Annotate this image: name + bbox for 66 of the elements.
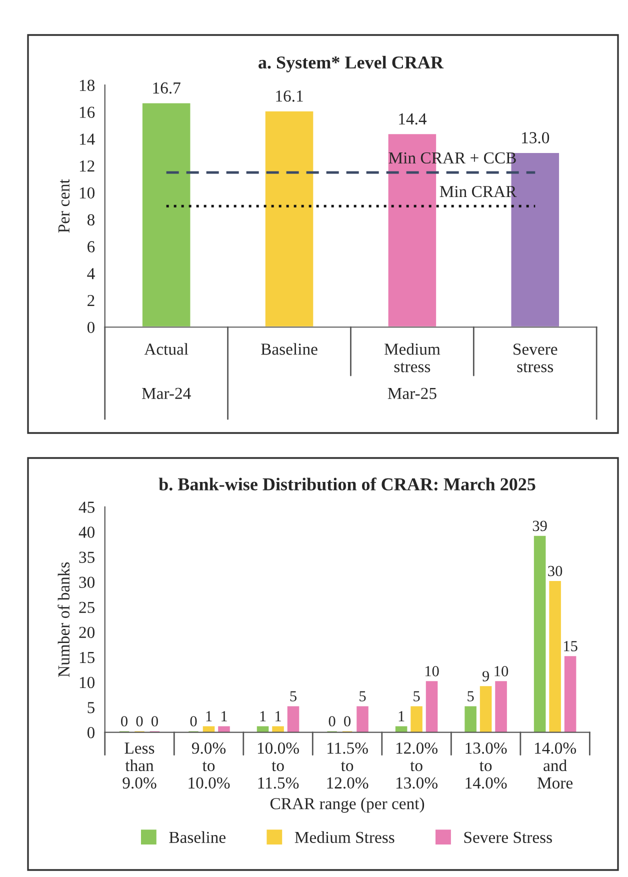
data-label: 0: [328, 716, 336, 726]
y-tick-label: 14: [80, 134, 95, 145]
data-label: 14.4: [399, 113, 427, 125]
x-tick-label: 14.0% and More: [535, 742, 576, 789]
data-label: 10: [494, 666, 508, 676]
data-label: 1: [206, 711, 212, 722]
data-label: 13.0: [522, 132, 550, 144]
data-label: 16.7: [153, 82, 180, 94]
text: Mar-24: [142, 388, 191, 400]
data-label: 39: [532, 520, 547, 532]
data-label: 9: [482, 671, 489, 682]
data-label: 1: [276, 711, 281, 722]
data-label: 30: [548, 566, 562, 576]
data-label: 1: [260, 711, 266, 722]
y-tick-label: 8: [87, 214, 95, 226]
data-label: 10: [425, 666, 439, 676]
y-tick-label: 45: [78, 502, 95, 513]
y-tick-label: 5: [88, 702, 95, 714]
data-label: 0: [136, 716, 143, 726]
data-label: 0: [121, 716, 128, 726]
y-tick-label: 2: [88, 294, 94, 306]
data-label: 5: [360, 691, 366, 702]
chart-title: b. Bank-wise Distribution of CRAR: March 2025: [158, 478, 536, 490]
y-tick-label: 40: [78, 526, 95, 538]
text: Mar-25: [388, 388, 436, 400]
data-label: 5: [468, 691, 474, 702]
data-label: 5: [290, 691, 296, 702]
x-tick-label: Severe stress: [514, 344, 558, 372]
y-tick-label: 35: [79, 552, 95, 563]
x-tick-label: Baseline: [261, 343, 318, 355]
legend-label: Medium Stress: [294, 831, 394, 844]
y-tick-label: 15: [80, 652, 95, 664]
data-label: 0: [152, 716, 158, 726]
y-tick-label: 16: [80, 106, 95, 118]
x-tick-label: Less than 9.0%: [122, 742, 156, 789]
y-tick-label: 10: [80, 676, 95, 688]
x-tick-label: 12.0% to 13.0%: [396, 742, 438, 789]
data-label: 16.1: [276, 90, 303, 102]
data-label: 0: [190, 716, 197, 726]
x-tick-label: 11.5% to 12.0%: [327, 742, 368, 789]
y-axis-title: Number of banks: [58, 562, 70, 677]
x-axis-title: CRAR range (per cent): [270, 798, 424, 813]
x-tick-label: Medium stress: [384, 343, 440, 372]
y-tick-label: 20: [79, 626, 95, 638]
x-tick-label: Actual: [144, 343, 188, 355]
data-label: 1: [398, 711, 404, 722]
x-tick-label: 13.0% to 14.0%: [466, 742, 507, 789]
y-tick-label: 0: [87, 726, 95, 738]
y-tick-label: 30: [79, 576, 95, 588]
x-tick-label: 10.0% to 11.5%: [258, 742, 299, 789]
data-label: 5: [414, 691, 420, 702]
data-label: 15: [564, 641, 578, 652]
y-tick-label: 0: [87, 322, 95, 334]
legend-label: Baseline: [169, 831, 226, 844]
y-tick-label: 25: [79, 602, 95, 614]
y-tick-label: 4: [87, 268, 95, 280]
y-axis-title: Per cent: [58, 179, 70, 233]
y-tick-label: 10: [80, 187, 95, 199]
x-tick-label: 9.0% to 10.0%: [188, 742, 230, 789]
legend-label: Severe Stress: [464, 832, 552, 844]
data-label: 0: [344, 716, 351, 726]
y-tick-label: 6: [88, 241, 95, 252]
data-label: 1: [222, 711, 227, 722]
y-tick-label: 18: [80, 80, 95, 92]
y-tick-label: 12: [80, 160, 94, 172]
chart-title: a. System* Level CRAR: [258, 56, 444, 72]
